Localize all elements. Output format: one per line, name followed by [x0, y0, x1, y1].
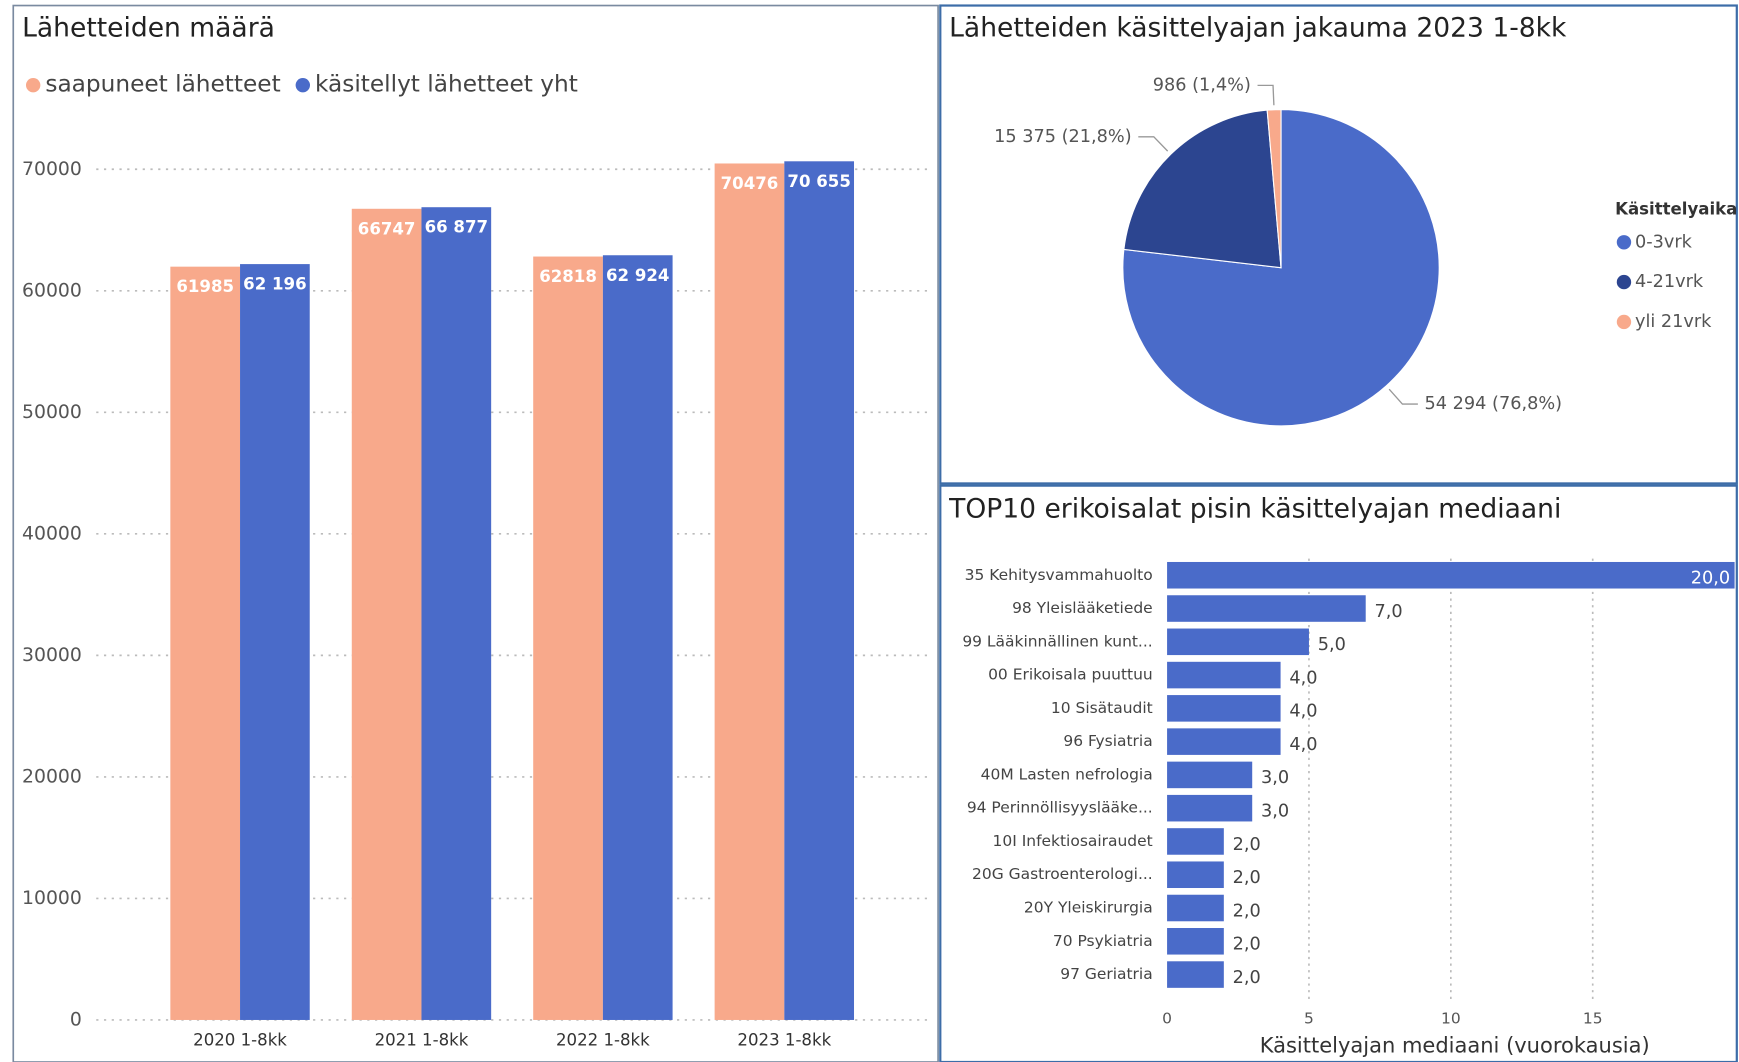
y-tick-label: 40000 — [22, 523, 82, 544]
legend-label: saapuneet lähetteet — [45, 71, 280, 98]
data-label: 2,0 — [1233, 868, 1261, 888]
legend-marker — [25, 77, 41, 93]
bar — [1167, 695, 1281, 722]
y-tick-label: 94 Perinnöllisyyslääke... — [967, 799, 1153, 817]
y-tick-label: 50000 — [22, 402, 82, 423]
legend-marker — [1616, 314, 1632, 330]
pie-slice — [1123, 109, 1282, 269]
bar — [1167, 761, 1253, 789]
data-label: 2,0 — [1233, 935, 1261, 955]
y-tick-label: 00 Erikoisala puuttuu — [988, 666, 1153, 684]
bar — [1167, 861, 1224, 889]
leader-line — [1257, 84, 1275, 106]
panel-border — [939, 484, 1738, 1062]
data-label: 4,0 — [1289, 735, 1317, 755]
bar — [351, 208, 422, 1020]
data-label: 66 877 — [425, 218, 488, 237]
legend-marker — [1616, 274, 1632, 290]
x-tick-label: 0 — [1162, 1009, 1172, 1027]
bar — [533, 256, 603, 1020]
data-label: 62818 — [539, 267, 597, 286]
x-tick-label: 2023 1-8kk — [737, 1030, 831, 1049]
data-label: 3,0 — [1261, 768, 1289, 788]
bar — [602, 255, 673, 1020]
legend-marker — [1616, 235, 1632, 250]
data-label: 4,0 — [1289, 668, 1317, 688]
bar — [1167, 894, 1224, 922]
data-label: 5,0 — [1318, 635, 1346, 655]
data-label: 15 375 (21,8%) — [994, 127, 1132, 147]
bar — [1167, 794, 1253, 822]
bar — [1167, 628, 1309, 656]
bar — [240, 264, 310, 1020]
y-tick-label: 20G Gastroenterologi... — [972, 865, 1153, 883]
data-label: 62 924 — [606, 266, 669, 285]
bar — [1167, 661, 1281, 689]
y-tick-label: 10000 — [22, 888, 82, 909]
y-tick-label: 20000 — [22, 766, 82, 787]
y-tick-label: 35 Kehitysvammahuolto — [965, 566, 1153, 584]
x-tick-label: 10 — [1441, 1009, 1461, 1027]
y-tick-label: 97 Geriatria — [1060, 965, 1152, 983]
y-tick-label: 10I Infektiosairaudet — [993, 832, 1153, 850]
y-tick-label: 70000 — [22, 159, 82, 180]
bar — [1167, 828, 1224, 855]
data-label: 66747 — [358, 219, 416, 238]
data-label: 62 196 — [243, 275, 306, 294]
y-tick-label: 99 Lääkinnällinen kunt... — [962, 632, 1152, 650]
bar — [714, 163, 785, 1020]
x-axis-label: Käsittelyajan mediaani (vuorokausia) — [1260, 1033, 1650, 1058]
bar — [170, 266, 241, 1020]
x-tick-label: 2021 1-8kk — [375, 1030, 469, 1049]
data-label: 2,0 — [1233, 901, 1261, 921]
chart-title: Lähetteiden määrä — [22, 12, 275, 43]
data-label: 70476 — [721, 174, 779, 193]
leader-line — [1138, 136, 1169, 152]
pie-slice — [1266, 108, 1282, 268]
y-tick-label: 0 — [70, 1009, 82, 1030]
y-tick-label: 10 Sisätaudit — [1051, 699, 1153, 717]
legend-marker — [295, 77, 311, 93]
bar — [1167, 595, 1366, 622]
x-tick-label: 5 — [1304, 1009, 1314, 1027]
data-label: 986 (1,4%) — [1153, 75, 1251, 95]
data-label: 54 294 (76,8%) — [1425, 394, 1563, 414]
y-tick-label: 30000 — [22, 645, 82, 666]
bar — [1167, 961, 1224, 988]
y-tick-label: 20Y Yleiskirurgia — [1024, 899, 1153, 917]
data-label: 20,0 — [1691, 569, 1730, 589]
bar — [1167, 561, 1735, 589]
legend-label: yli 21vrk — [1635, 312, 1712, 332]
legend-label: käsitellyt lähetteet yht — [315, 71, 578, 98]
data-label: 61985 — [176, 277, 234, 296]
data-label: 2,0 — [1233, 835, 1261, 855]
legend-label: 0-3vrk — [1635, 232, 1693, 252]
bar — [421, 207, 492, 1020]
y-tick-label: 96 Fysiatria — [1063, 732, 1152, 750]
data-label: 4,0 — [1289, 702, 1317, 722]
bar — [784, 161, 855, 1020]
chart-title: TOP10 erikoisalat pisin käsittelyajan me… — [948, 493, 1561, 524]
y-tick-label: 60000 — [22, 280, 82, 301]
x-tick-label: 2022 1-8kk — [556, 1030, 650, 1049]
chart-title: Lähetteiden käsittelyajan jakauma 2023 1… — [949, 12, 1567, 43]
y-tick-label: 40M Lasten nefrologia — [981, 765, 1153, 783]
bar — [1167, 928, 1224, 955]
leader-line — [1388, 388, 1418, 405]
x-tick-label: 15 — [1583, 1009, 1603, 1027]
y-tick-label: 98 Yleislääketiede — [1012, 599, 1153, 617]
data-label: 70 655 — [787, 172, 850, 191]
x-tick-label: 2020 1-8kk — [193, 1030, 287, 1049]
legend-title: Käsittelyaika — [1615, 200, 1737, 219]
data-label: 2,0 — [1233, 968, 1261, 988]
legend-label: 4-21vrk — [1635, 272, 1704, 292]
panel-border — [939, 4, 1738, 485]
panel-border — [12, 4, 939, 1062]
bar — [1167, 728, 1281, 755]
y-tick-label: 70 Psykiatria — [1053, 932, 1153, 950]
data-label: 3,0 — [1261, 802, 1289, 822]
data-label: 7,0 — [1375, 602, 1403, 622]
